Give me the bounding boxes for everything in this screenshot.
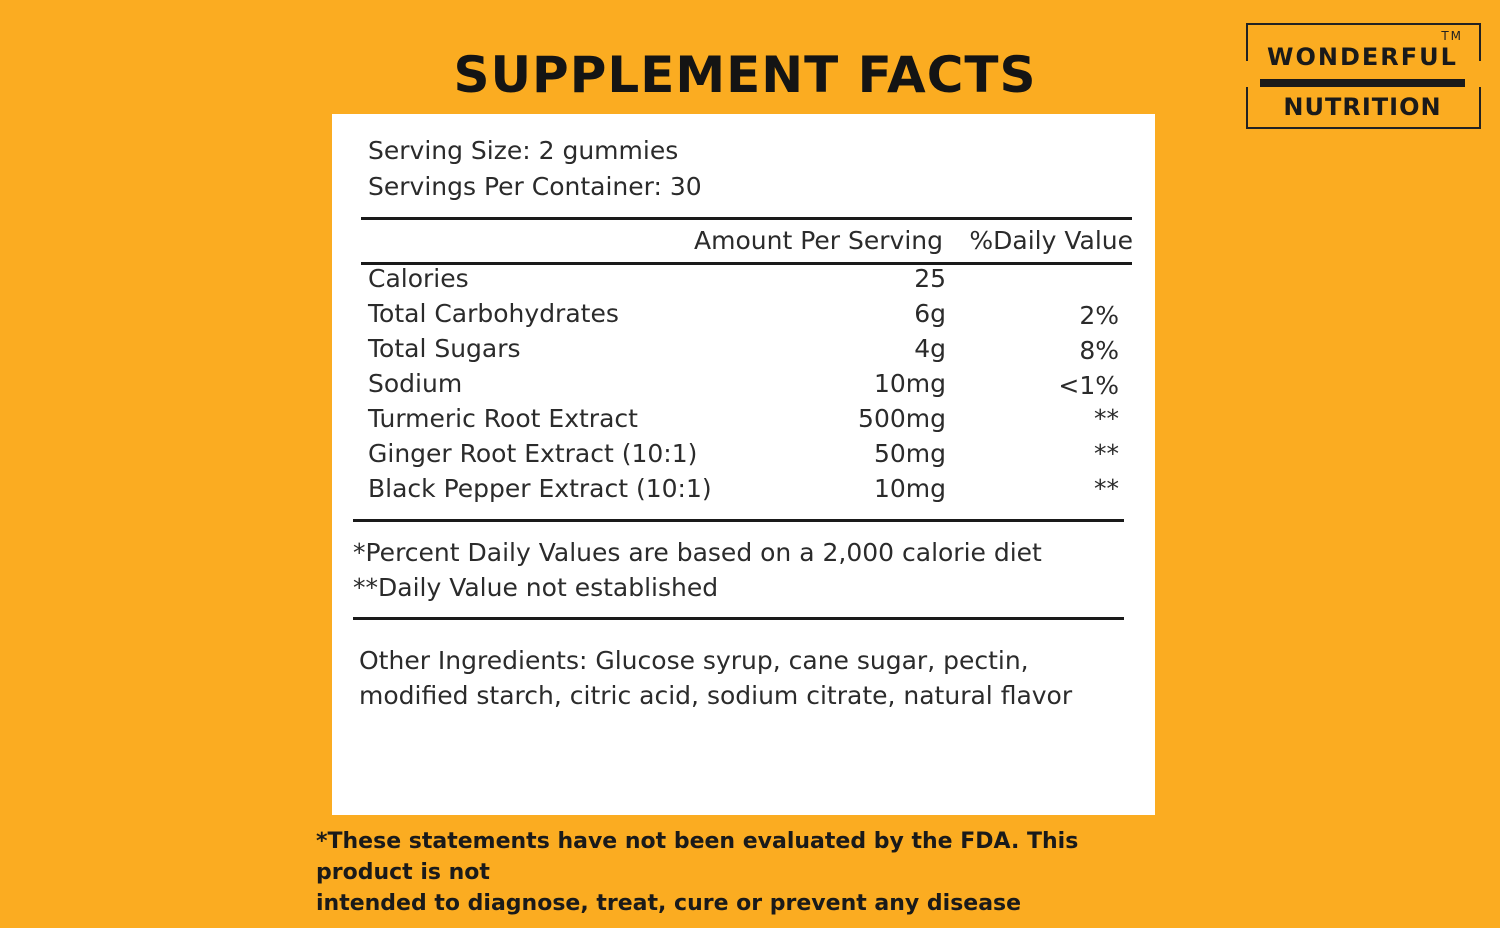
row-dv-sugars: 8% bbox=[1079, 336, 1119, 365]
page-title: SUPPLEMENT FACTS bbox=[453, 46, 1037, 104]
row-label-carbohydrates: Total Carbohydrates bbox=[368, 299, 619, 328]
logo-word-nutrition: NUTRITION bbox=[1283, 93, 1442, 121]
row-dv-black-pepper: ** bbox=[1094, 474, 1119, 503]
row-amount-carbohydrates: 6g bbox=[914, 299, 946, 328]
brand-logo: TM WONDERFUL NUTRITION bbox=[1246, 23, 1481, 129]
row-amount-sodium: 10mg bbox=[873, 369, 946, 398]
logo-divider-bar bbox=[1260, 79, 1465, 87]
row-amount-turmeric: 500mg bbox=[858, 404, 946, 433]
row-label-black-pepper: Black Pepper Extract (10:1) bbox=[368, 474, 712, 503]
row-dv-turmeric: ** bbox=[1094, 404, 1119, 433]
row-dv-carbohydrates: 2% bbox=[1079, 301, 1119, 330]
logo-word-wonderful: WONDERFUL bbox=[1267, 43, 1458, 71]
fda-disclaimer-line1: *These statements have not been evaluate… bbox=[316, 829, 1079, 885]
fda-disclaimer-line2: intended to diagnose, treat, cure or pre… bbox=[316, 891, 1022, 916]
divider-after-table bbox=[353, 519, 1124, 522]
footnote-not-established: **Daily Value not established bbox=[353, 573, 719, 602]
logo-frame-top bbox=[1246, 23, 1481, 61]
row-amount-black-pepper: 10mg bbox=[873, 474, 946, 503]
serving-size: Serving Size: 2 gummies bbox=[368, 136, 679, 165]
row-label-turmeric: Turmeric Root Extract bbox=[368, 404, 638, 433]
logo-frame-bottom bbox=[1246, 87, 1481, 129]
servings-per-container: Servings Per Container: 30 bbox=[368, 172, 702, 201]
footnote-daily-values: *Percent Daily Values are based on a 2,0… bbox=[353, 538, 1042, 567]
row-label-ginger: Ginger Root Extract (10:1) bbox=[368, 439, 698, 468]
row-label-sodium: Sodium bbox=[368, 369, 463, 398]
other-ingredients-line2: modified starch, citric acid, sodium cit… bbox=[359, 681, 1073, 710]
row-dv-ginger: ** bbox=[1094, 439, 1119, 468]
header-amount-per-serving: Amount Per Serving bbox=[694, 226, 943, 255]
row-dv-sodium: <1% bbox=[1058, 371, 1119, 400]
supplement-facts-panel: Serving Size: 2 gummies Servings Per Con… bbox=[332, 114, 1155, 815]
trademark-mark: TM bbox=[1441, 29, 1463, 43]
fda-disclaimer: *These statements have not been evaluate… bbox=[316, 826, 1176, 919]
other-ingredients-line1: Other Ingredients: Glucose syrup, cane s… bbox=[359, 646, 1029, 675]
row-amount-sugars: 4g bbox=[914, 334, 946, 363]
header-daily-value: %Daily Value bbox=[969, 226, 1133, 255]
row-amount-calories: 25 bbox=[914, 264, 946, 293]
row-label-calories: Calories bbox=[368, 264, 469, 293]
row-amount-ginger: 50mg bbox=[873, 439, 946, 468]
divider-after-footnotes bbox=[353, 617, 1124, 620]
divider-header bbox=[361, 262, 1132, 265]
row-label-sugars: Total Sugars bbox=[368, 334, 521, 363]
divider-top bbox=[361, 217, 1132, 220]
